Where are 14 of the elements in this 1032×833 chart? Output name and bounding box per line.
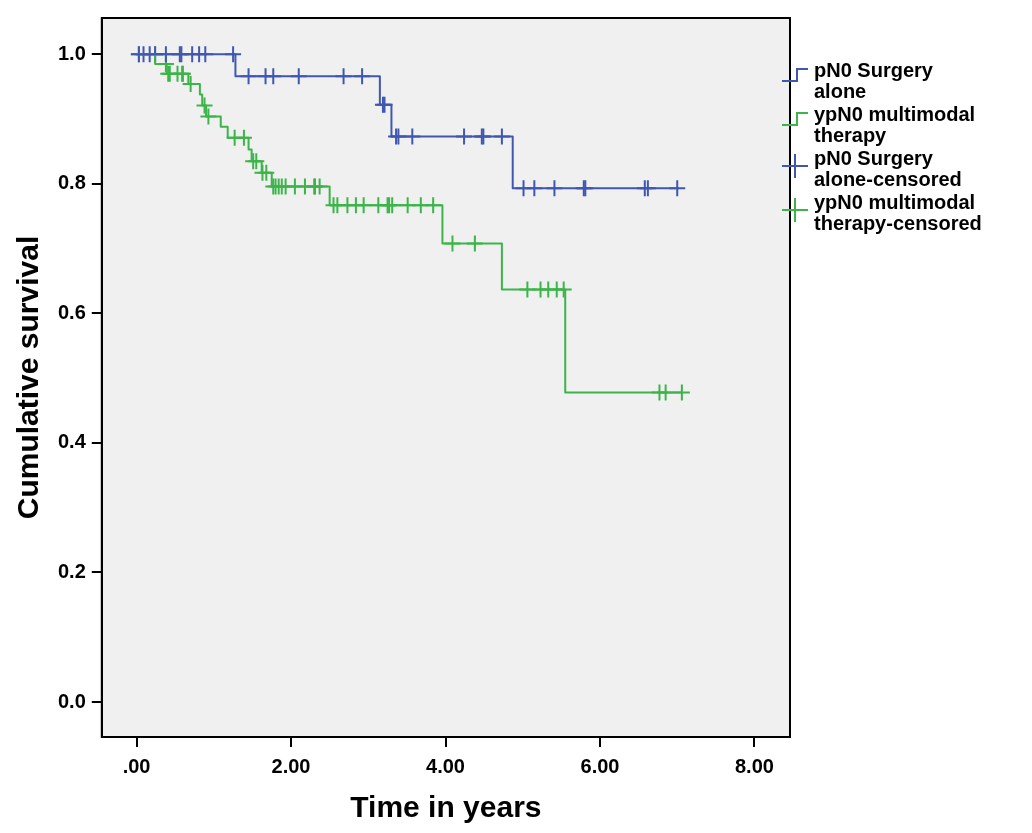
y-tick-label: 0.4	[57, 430, 87, 453]
y-tick-label: 0.0	[57, 689, 86, 712]
x-tick-label: 8.00	[735, 754, 774, 777]
y-tick-label: 0.8	[57, 171, 86, 194]
y-axis-title: Cumulative survival	[11, 235, 45, 520]
x-axis-title: Time in years	[350, 790, 542, 824]
y-tick-label: 0.2	[57, 559, 86, 582]
x-tick-label: 2.00	[271, 754, 311, 777]
y-tick-label: 1.0	[57, 41, 86, 64]
x-tick-label: 4.00	[426, 754, 465, 777]
x-tick-label: .00	[122, 754, 151, 777]
y-tick-label: 0.6	[57, 300, 86, 323]
legend-label: ypN0 multimodal therapy-censored	[814, 191, 983, 234]
x-tick-label: 6.00	[580, 754, 620, 777]
